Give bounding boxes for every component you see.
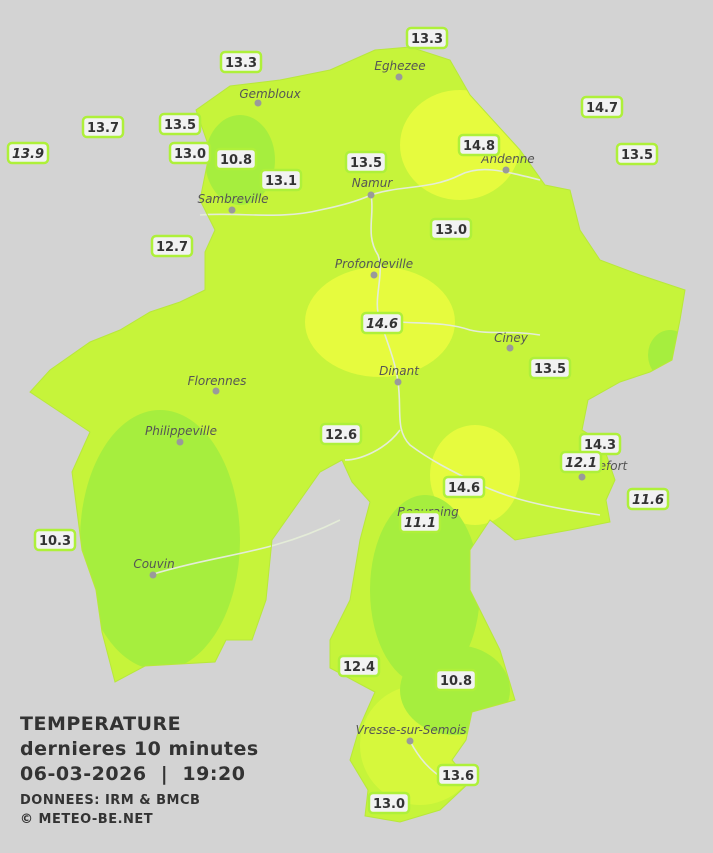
city-label: Sambreville xyxy=(197,192,268,206)
station-value: 13.0 xyxy=(174,147,206,162)
city-label: Eghezee xyxy=(374,59,425,73)
station-box xyxy=(219,50,263,74)
station-box xyxy=(436,763,480,787)
city-label: Profondeville xyxy=(335,257,413,271)
station-box xyxy=(6,141,50,165)
city-dot xyxy=(395,73,403,81)
station-box xyxy=(434,668,478,692)
station-value: 12.1 xyxy=(565,456,597,471)
city-label: Philippeville xyxy=(145,424,217,438)
station-box xyxy=(615,142,659,166)
station-box xyxy=(214,147,258,171)
station-box xyxy=(158,112,202,136)
city-dot xyxy=(578,473,586,481)
title: TEMPERATURE xyxy=(20,713,181,735)
city-dot xyxy=(176,438,184,446)
city-label: Couvin xyxy=(133,557,174,571)
station-value: 10.3 xyxy=(39,534,71,549)
station-box xyxy=(33,528,77,552)
station-value: 11.1 xyxy=(404,516,436,531)
station-value: 13.7 xyxy=(87,121,119,136)
station-value: 12.7 xyxy=(156,240,188,255)
station-box xyxy=(429,217,473,241)
city-label: Ciney xyxy=(494,331,529,345)
station-box xyxy=(626,487,670,511)
city-label: Namur xyxy=(352,176,394,190)
station-box xyxy=(367,791,411,815)
station-value: 14.6 xyxy=(448,481,480,496)
credit: © METEO-BE.NET xyxy=(20,812,153,827)
city-dot xyxy=(149,571,157,579)
stations: 13.3 13.3 14.7 13.7 13.5 13.9 13.0 10.8 14.8 13.5… xyxy=(6,26,670,815)
station-value: 13.5 xyxy=(534,362,566,377)
city-label: Dinant xyxy=(379,364,420,378)
station-box xyxy=(360,311,404,335)
station-box xyxy=(398,510,442,534)
city-dot xyxy=(212,387,220,395)
station-box xyxy=(442,475,486,499)
station-value: 13.3 xyxy=(225,56,257,71)
station-box xyxy=(150,234,194,258)
station-value: 12.6 xyxy=(325,428,357,443)
station-box xyxy=(168,141,212,165)
city-label: Vresse-sur-Semois xyxy=(356,723,467,737)
station-value: 12.4 xyxy=(343,660,375,675)
city-dot xyxy=(394,378,402,386)
city-dot xyxy=(370,271,378,279)
station-box xyxy=(81,115,125,139)
station-value: 14.3 xyxy=(584,438,616,453)
city-dot xyxy=(506,344,514,352)
station-value: 13.1 xyxy=(265,174,297,189)
station-value: 13.5 xyxy=(350,156,382,171)
station-value: 10.8 xyxy=(440,674,472,689)
station-value: 14.7 xyxy=(586,101,618,116)
city-dot xyxy=(254,99,262,107)
city-dot xyxy=(367,191,375,199)
datetime: 06-03-2026 | 19:20 xyxy=(20,763,245,785)
station-box xyxy=(344,150,388,174)
station-value: 13.5 xyxy=(164,118,196,133)
city-label: Florennes xyxy=(188,374,247,388)
city-label: Gembloux xyxy=(239,87,301,101)
source: DONNEES: IRM & BMCB xyxy=(20,793,200,808)
station-box xyxy=(405,26,449,50)
station-value: 10.8 xyxy=(220,153,252,168)
station-box xyxy=(259,168,303,192)
subtitle: dernieres 10 minutes xyxy=(20,738,259,760)
station-value: 13.3 xyxy=(411,32,443,47)
station-box xyxy=(528,356,572,380)
station-box xyxy=(319,422,363,446)
station-box xyxy=(559,450,603,474)
station-value: 14.8 xyxy=(463,139,495,154)
station-value: 14.6 xyxy=(366,317,398,332)
city-dot xyxy=(228,206,236,214)
city-dot xyxy=(406,737,414,745)
station-box xyxy=(457,133,501,157)
station-value: 13.9 xyxy=(12,147,44,162)
station-value: 13.6 xyxy=(442,769,474,784)
station-value: 13.5 xyxy=(621,148,653,163)
station-value: 11.6 xyxy=(632,493,664,508)
station-box xyxy=(580,95,624,119)
station-value: 13.0 xyxy=(373,797,405,812)
city-dot xyxy=(502,166,510,174)
station-value: 13.0 xyxy=(435,223,467,238)
station-box xyxy=(337,654,381,678)
